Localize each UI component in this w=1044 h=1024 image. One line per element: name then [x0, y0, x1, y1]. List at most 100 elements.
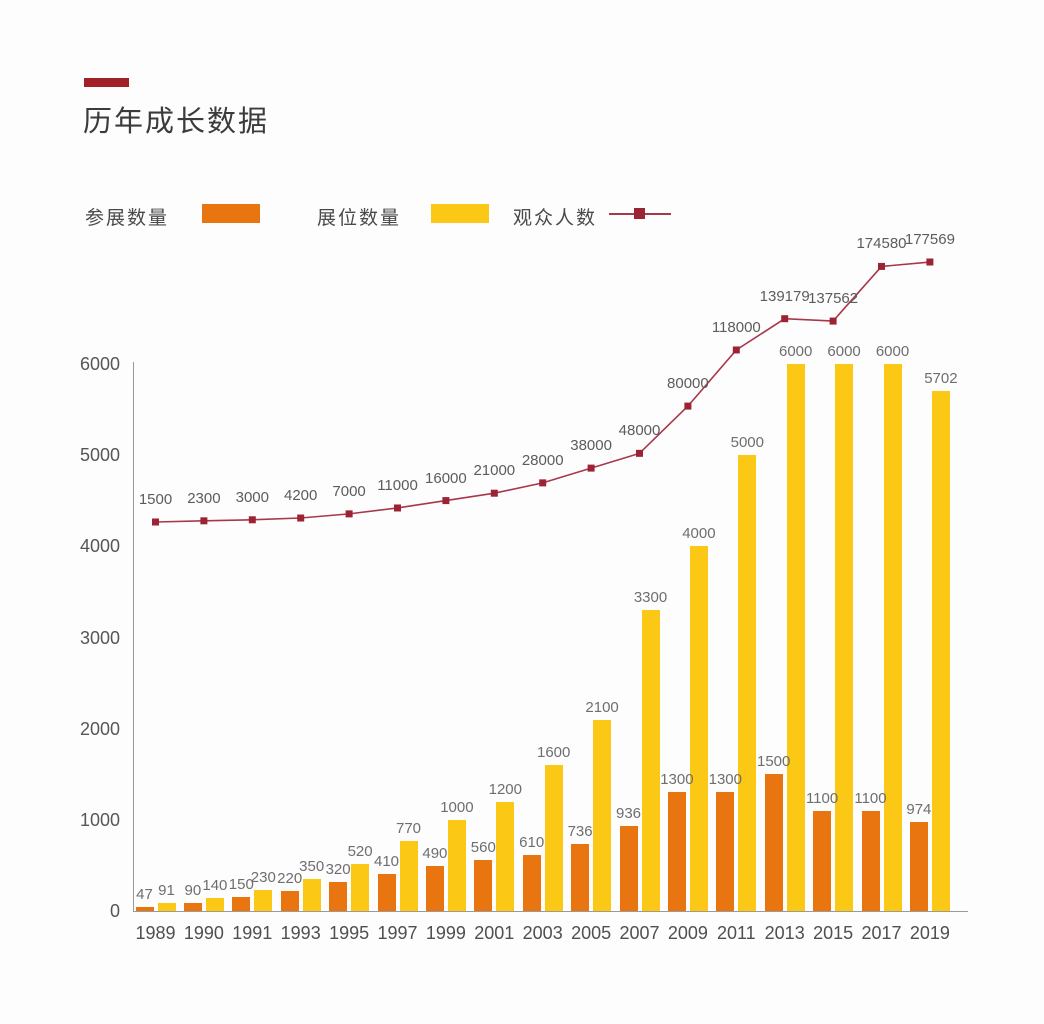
line-value-visitors-2003: 28000	[521, 451, 564, 469]
bar-value-booths-2011: 5000	[730, 434, 764, 452]
x-axis-tick-label: 1997	[377, 923, 418, 943]
bar-exhibitors-1989	[135, 906, 154, 911]
x-axis-tick-label: 1989	[135, 923, 176, 943]
y-axis-tick-label: 4000	[79, 536, 120, 557]
bar-exhibitors-2019	[909, 822, 928, 911]
visitors-point-marker-1991	[248, 516, 256, 524]
bar-booths-2011	[738, 455, 757, 911]
bar-booths-2017	[883, 364, 902, 911]
visitors-point-marker-2019	[926, 258, 934, 266]
line-value-visitors-1993: 4200	[284, 487, 318, 504]
legend-label-booths: 展位数量	[317, 208, 402, 229]
visitors-point-marker-2011	[732, 346, 740, 354]
bar-value-exhibitors-1999: 490	[422, 845, 448, 863]
title-accent-bar	[84, 78, 129, 87]
bar-value-exhibitors-2017: 1100	[854, 789, 887, 807]
visitors-point-marker-2005	[587, 464, 595, 472]
bar-booths-2001	[496, 801, 515, 911]
x-axis-tick-label: 2015	[813, 923, 854, 943]
line-value-visitors-1995: 7000	[332, 482, 366, 500]
bar-exhibitors-2001	[474, 859, 493, 911]
bar-booths-2019	[931, 391, 950, 911]
line-value-visitors-2001: 21000	[473, 462, 516, 480]
bar-value-booths-1990: 140	[202, 877, 228, 895]
x-axis-tick-label: 2017	[861, 923, 902, 943]
y-axis-tick-label: 1000	[79, 809, 120, 830]
bar-exhibitors-1997	[377, 873, 396, 911]
x-axis-tick-label: 2005	[571, 923, 612, 943]
bar-value-exhibitors-2009: 1300	[660, 771, 694, 789]
bar-value-booths-1999: 1000	[440, 798, 474, 816]
bar-value-booths-2013: 6000	[779, 343, 813, 361]
x-axis-tick-label: 2001	[474, 923, 515, 943]
legend-line-sample-visitors	[609, 208, 671, 219]
legend-label-visitors: 观众人数	[513, 208, 598, 229]
bar-value-booths-1989: 91	[158, 881, 175, 899]
y-axis-tick-label: 6000	[79, 354, 120, 375]
line-value-visitors-1999: 16000	[425, 469, 467, 487]
line-value-visitors-2009: 80000	[667, 375, 709, 393]
legend-line-marker-icon	[634, 208, 645, 219]
line-value-visitors-1990: 2300	[187, 489, 221, 507]
visitors-point-marker-2017	[878, 262, 885, 270]
bar-value-booths-2001: 1200	[488, 780, 522, 798]
bar-value-exhibitors-2013: 1500	[757, 753, 791, 771]
bar-value-exhibitors-1995: 320	[325, 860, 351, 878]
bar-value-exhibitors-2019: 974	[906, 801, 932, 819]
bar-exhibitors-1990	[183, 902, 202, 911]
line-value-visitors-2005: 38000	[570, 437, 612, 455]
bar-exhibitors-1995	[329, 881, 348, 911]
bar-exhibitors-2009	[667, 792, 686, 911]
bar-exhibitors-2007	[619, 825, 638, 911]
visitors-point-marker-1989	[152, 518, 159, 526]
x-axis-tick-label: 1995	[329, 923, 370, 943]
bar-value-exhibitors-1993: 220	[277, 869, 303, 887]
visitors-point-marker-2001	[490, 489, 498, 497]
page-title: 历年成长数据	[83, 106, 270, 138]
bar-booths-2007	[641, 610, 660, 911]
bar-booths-1999	[447, 819, 466, 911]
visitors-point-marker-1999	[442, 497, 450, 505]
bar-value-booths-1991: 230	[250, 869, 276, 887]
visitors-point-marker-1997	[394, 504, 401, 512]
bar-value-exhibitors-2003: 610	[519, 834, 545, 852]
bar-value-booths-2005: 2100	[585, 698, 619, 716]
bar-value-exhibitors-1991: 150	[228, 876, 254, 894]
x-axis-tick-label: 2009	[667, 923, 708, 943]
x-axis-tick-label: 1991	[232, 923, 273, 943]
visitors-point-marker-1993	[297, 514, 305, 522]
x-axis-line	[133, 911, 968, 912]
bar-booths-2009	[689, 546, 708, 911]
bar-value-booths-1993: 350	[299, 858, 325, 876]
x-axis-tick-label: 2011	[716, 923, 756, 943]
y-axis-tick-label: 5000	[79, 445, 120, 466]
x-axis-tick-label: 2007	[619, 923, 660, 943]
bar-value-booths-1995: 520	[347, 842, 373, 860]
bar-exhibitors-2011	[716, 792, 735, 911]
bar-booths-1995	[351, 863, 370, 911]
y-axis-line	[133, 362, 134, 911]
bar-booths-1989	[157, 902, 176, 911]
line-value-visitors-2007: 48000	[618, 422, 661, 440]
bar-value-exhibitors-2005: 736	[567, 822, 593, 840]
bar-value-booths-2003: 1600	[537, 744, 571, 762]
bar-booths-1997	[399, 840, 418, 911]
bar-value-exhibitors-1989: 47	[136, 885, 153, 903]
x-axis-tick-label: 2003	[522, 923, 563, 943]
bar-value-exhibitors-2001: 560	[470, 838, 496, 856]
line-value-visitors-2011: 118000	[711, 318, 761, 336]
line-value-visitors-1997: 11000	[377, 476, 418, 494]
x-axis-tick-label: 1999	[425, 923, 466, 943]
line-value-visitors-1991: 3000	[235, 488, 269, 506]
bar-exhibitors-1991	[232, 897, 251, 911]
legend-label-exhibitors: 参展数量	[85, 208, 170, 229]
bar-value-booths-2017: 6000	[875, 343, 910, 361]
y-axis-tick-label: 3000	[79, 627, 120, 648]
x-axis-tick-label: 1993	[280, 923, 321, 943]
bar-exhibitors-1999	[425, 866, 444, 911]
bar-exhibitors-2017	[861, 810, 880, 911]
visitors-point-marker-2009	[684, 402, 692, 410]
line-value-visitors-2013: 139179	[759, 287, 810, 305]
